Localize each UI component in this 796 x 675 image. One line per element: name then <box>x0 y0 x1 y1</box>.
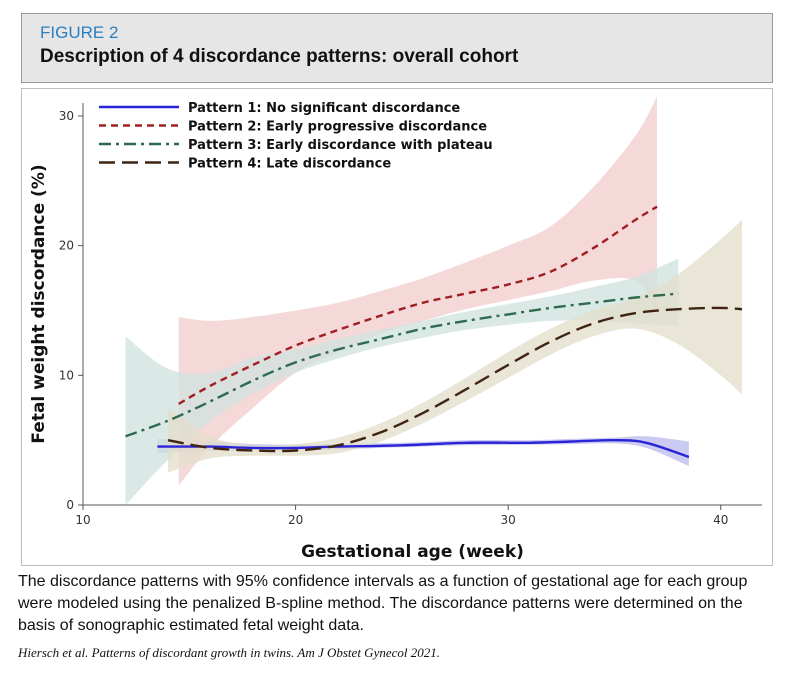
figure-header: FIGURE 2 Description of 4 discordance pa… <box>21 13 773 83</box>
line-pattern-3 <box>125 292 679 438</box>
x-tick-label: 10 <box>75 513 90 527</box>
x-tick-label: 20 <box>288 513 303 527</box>
figure-title: Description of 4 discordance patterns: o… <box>40 46 519 67</box>
line-pattern-4 <box>167 306 743 453</box>
y-tick-label: 30 <box>59 109 74 123</box>
x-axis-title: Gestational age (week) <box>301 542 524 562</box>
legend-label-pattern-1: Pattern 1: No significant discordance <box>188 101 460 116</box>
y-axis-title: Fetal weight discordance (%) <box>29 164 49 443</box>
y-tick-label: 20 <box>59 239 74 253</box>
figure-caption: The discordance patterns with 95% confid… <box>18 573 748 634</box>
ci-band-pattern-1 <box>157 436 689 467</box>
legend-label-pattern-4: Pattern 4: Late discordance <box>188 157 391 172</box>
legend-label-pattern-3: Pattern 3: Early discordance with platea… <box>188 138 493 153</box>
x-tick-label: 30 <box>501 513 516 527</box>
x-tick-label: 40 <box>713 513 728 527</box>
ci-band-pattern-3 <box>125 258 679 505</box>
line-pattern-1 <box>157 438 690 459</box>
chart-panel: 10 20 30 40 0 10 20 30 Pattern 1: No significan… <box>21 88 773 566</box>
y-tick-label: 10 <box>59 368 74 382</box>
figure-citation: Hiersch et al. Patterns of discordant gr… <box>18 645 440 660</box>
y-tick-label: 0 <box>66 498 74 512</box>
legend-label-pattern-2: Pattern 2: Early progressive discordance <box>188 120 487 135</box>
line-pattern-2 <box>178 205 658 405</box>
chart-legend: Pattern 1: No significant discordance Pat… <box>99 101 493 172</box>
pattern-lines <box>125 205 743 459</box>
ci-band-pattern-2 <box>178 96 657 486</box>
figure-label: FIGURE 2 <box>40 23 119 42</box>
